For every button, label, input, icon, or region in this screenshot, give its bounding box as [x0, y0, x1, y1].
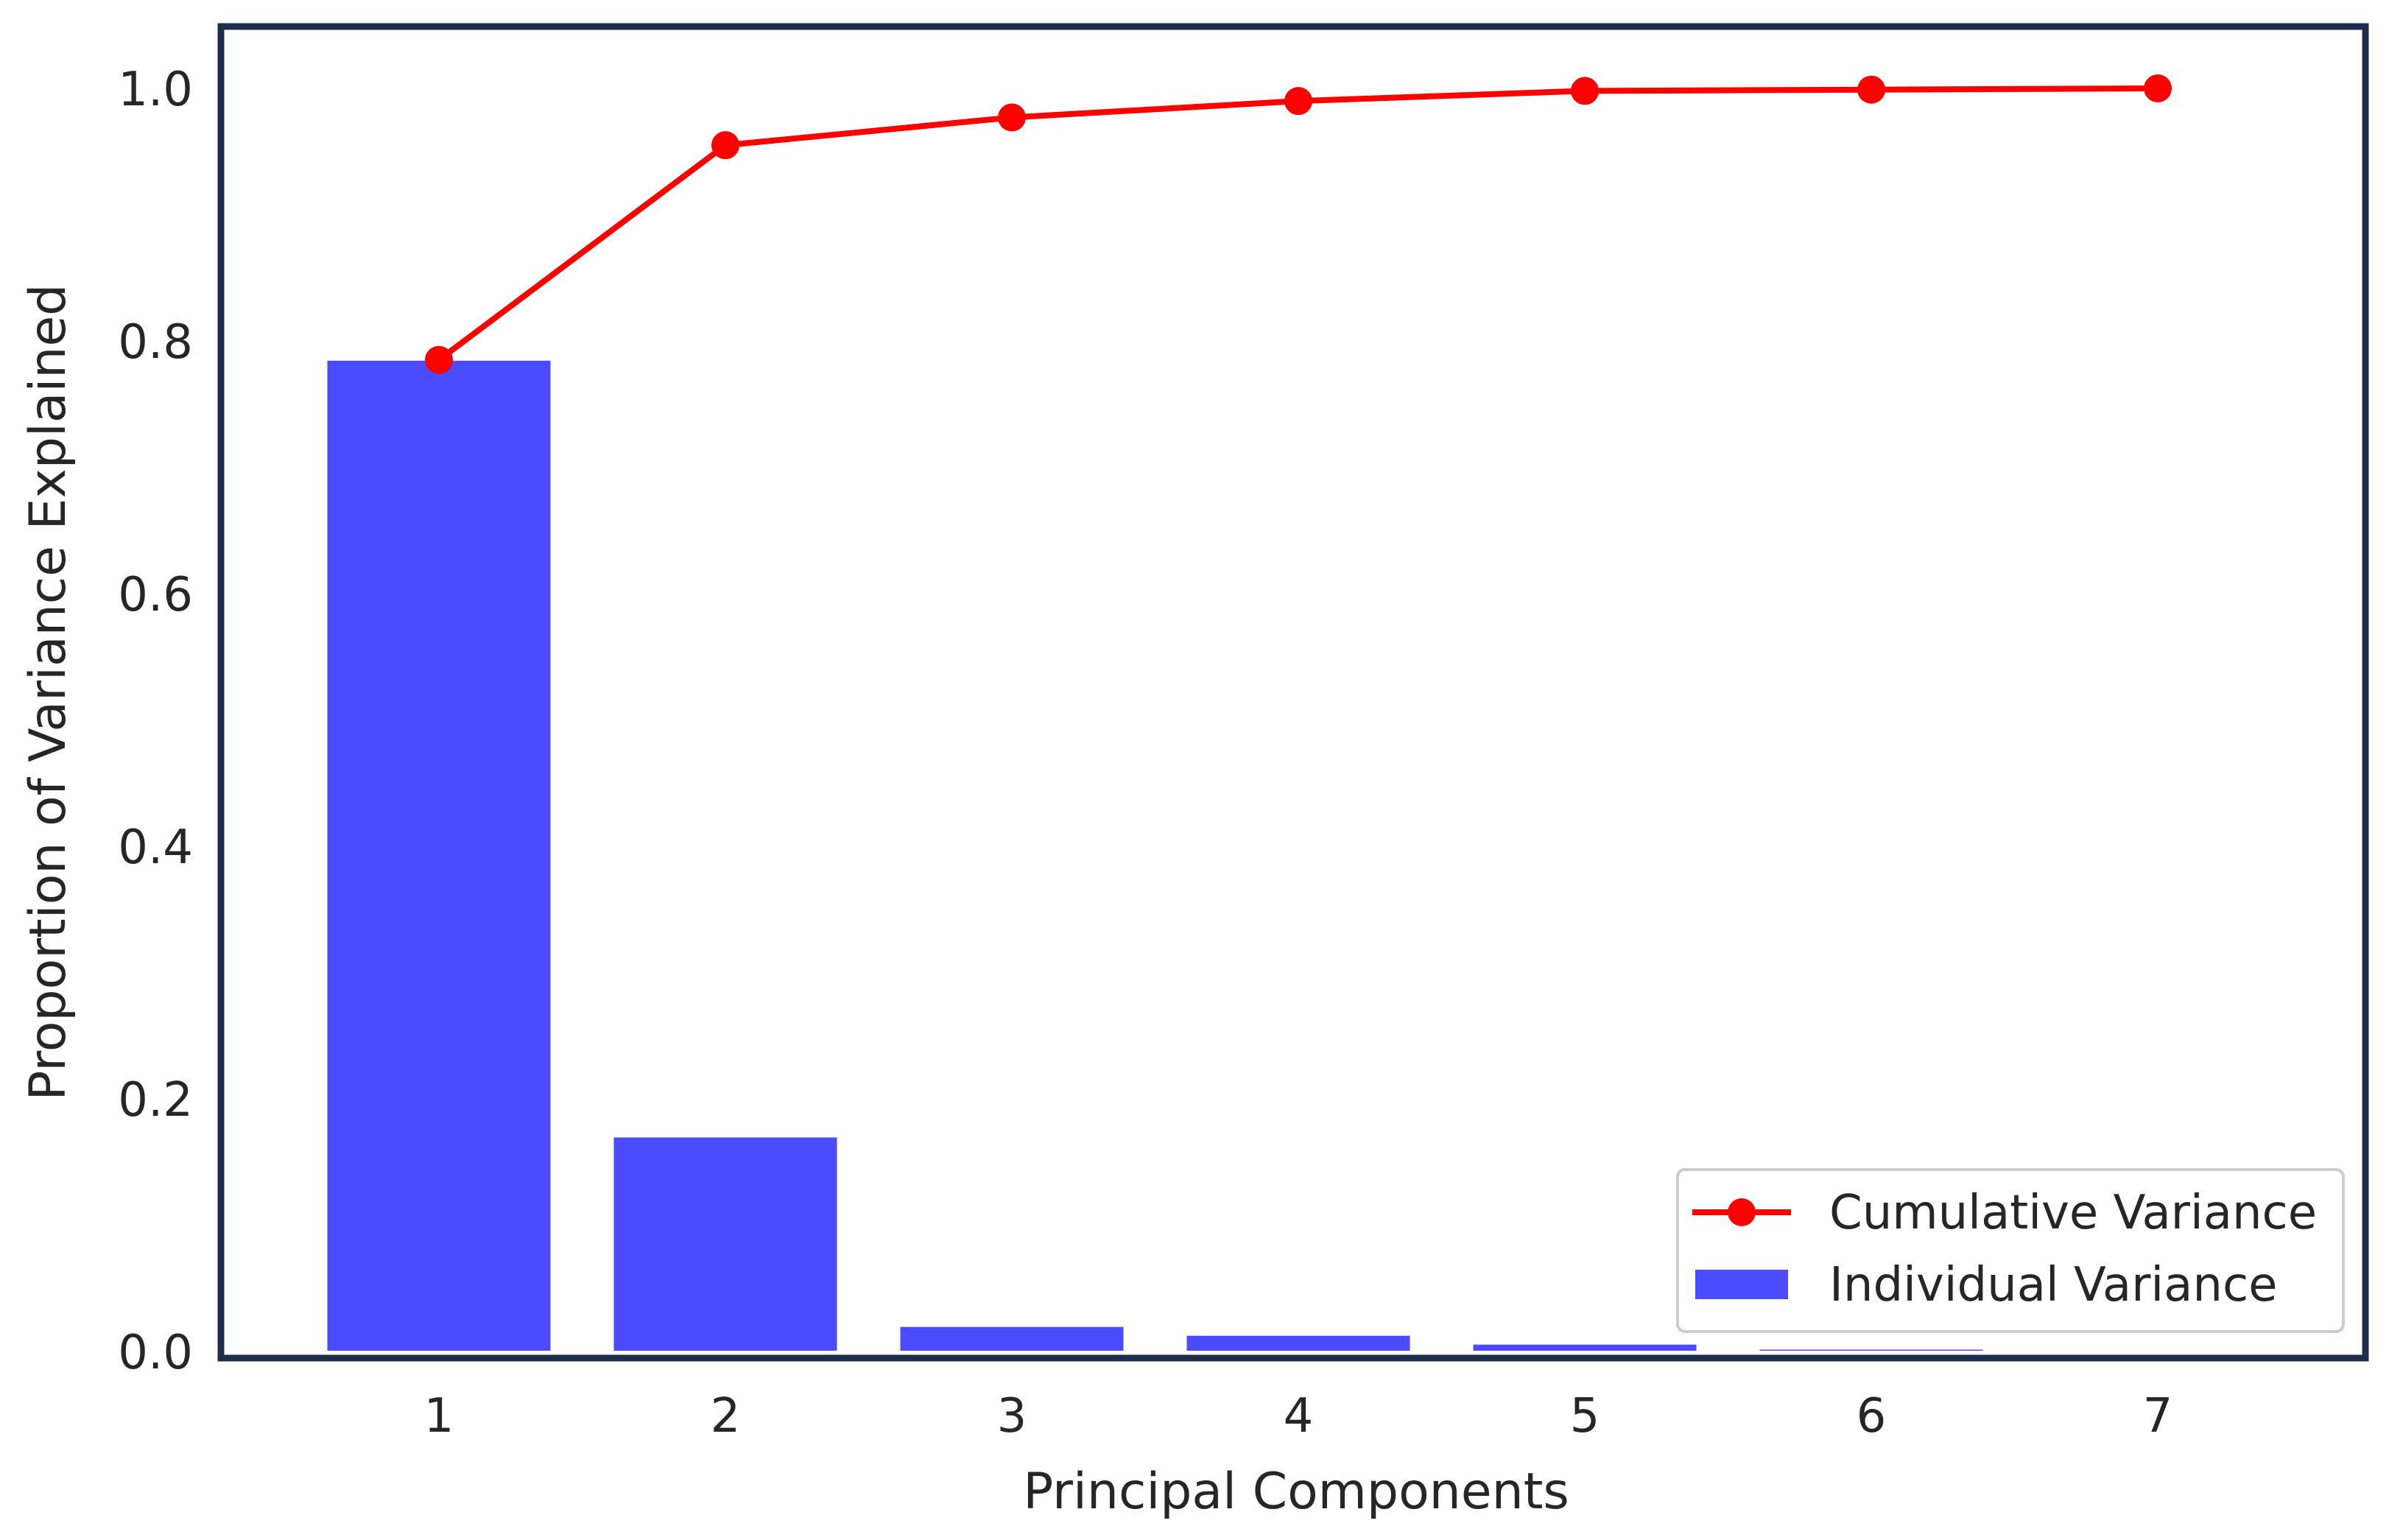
bar-pc-4	[1185, 1334, 1412, 1352]
x-tick-label-6: 6	[1857, 1389, 1887, 1444]
plot-frame	[217, 23, 2369, 1362]
y-tick-label-1.0: 1.0	[118, 63, 193, 117]
x-tick-label-7: 7	[2143, 1389, 2173, 1444]
legend-label-individual: Individual Variance	[1829, 1258, 2278, 1312]
x-tick-label-5: 5	[1570, 1389, 1600, 1444]
legend-label-cumulative: Cumulative Variance	[1829, 1186, 2317, 1240]
x-axis-label: Principal Components	[1023, 1463, 1569, 1521]
x-tick-label-3: 3	[997, 1389, 1027, 1444]
legend-individual-bar-icon	[1695, 1270, 1788, 1299]
y-tick-label-0.2: 0.2	[118, 1073, 193, 1128]
bar-pc-1	[326, 359, 552, 1353]
cumulative-line-layer	[425, 74, 2172, 374]
bars-layer	[326, 359, 2271, 1353]
cumulative-point-pc-7	[2144, 74, 2172, 102]
cumulative-point-pc-5	[1571, 77, 1599, 105]
y-axis-label: Proportion of Variance Explained	[19, 284, 77, 1101]
y-tick-labels: 0.0 0.2 0.4 0.6 0.8 1.0	[118, 63, 193, 1380]
y-tick-label-0.4: 0.4	[118, 820, 193, 875]
cumulative-point-pc-2	[711, 131, 739, 160]
bar-pc-5	[1471, 1343, 1698, 1352]
cumulative-point-pc-4	[1284, 87, 1312, 116]
x-tick-label-2: 2	[711, 1389, 741, 1444]
cumulative-point-pc-3	[998, 103, 1026, 132]
legend-box	[1676, 1168, 2345, 1333]
cumulative-point-pc-1	[425, 345, 453, 374]
y-tick-label-0.8: 0.8	[118, 315, 193, 370]
y-tick-label-0.0: 0.0	[118, 1326, 193, 1380]
bar-pc-3	[898, 1325, 1125, 1352]
bar-pc-7	[2044, 1349, 2271, 1353]
y-tick-label-0.6: 0.6	[118, 568, 193, 622]
legend-cumulative-marker-icon	[1728, 1198, 1756, 1226]
x-tick-labels: 1 2 3 4 5 6 7	[424, 1389, 2173, 1444]
cumulative-point-pc-6	[1857, 75, 1885, 104]
x-tick-label-1: 1	[424, 1389, 454, 1444]
bar-pc-2	[612, 1136, 839, 1352]
x-tick-label-4: 4	[1284, 1389, 1314, 1444]
bar-pc-6	[1758, 1348, 1985, 1352]
legend: Cumulative Variance Individual Variance	[1676, 1168, 2345, 1333]
